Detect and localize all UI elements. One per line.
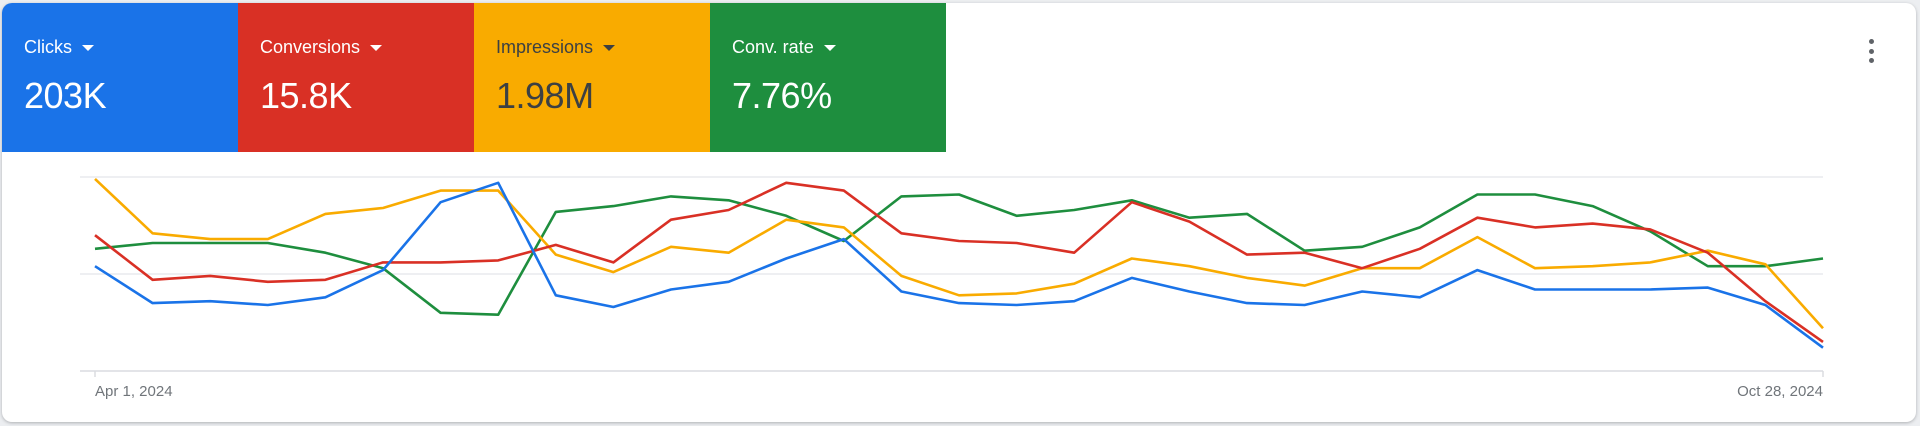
metric-tile-impressions[interactable]: Impressions 1.98M	[474, 3, 710, 152]
metric-tiles: Clicks 203K Conversions 15.8K Impression…	[2, 3, 946, 152]
performance-card: Clicks 203K Conversions 15.8K Impression…	[2, 3, 1916, 422]
metric-tile-conversions[interactable]: Conversions 15.8K	[238, 3, 474, 152]
metric-label: Impressions	[496, 37, 594, 57]
metric-selector[interactable]: Clicks	[24, 36, 238, 58]
metric-selector[interactable]: Impressions	[496, 36, 710, 58]
series-line-conversions	[94, 181, 1824, 343]
metric-value: 1.98M	[496, 75, 594, 116]
dropdown-caret-icon	[823, 45, 836, 51]
dropdown-caret-icon	[370, 45, 383, 51]
metric-label: Clicks	[24, 37, 72, 57]
more-vert-icon[interactable]	[1866, 39, 1876, 63]
metric-label: Conv. rate	[732, 37, 814, 57]
series-line-impressions	[94, 177, 1824, 330]
x-axis-end-label: Oct 28, 2024	[1737, 383, 1823, 400]
series-line-conv-rate	[94, 193, 1824, 317]
x-axis-start-label: Apr 1, 2024	[95, 383, 173, 400]
series-line-clicks	[94, 181, 1824, 349]
metric-value: 15.8K	[260, 75, 352, 116]
dropdown-caret-icon	[82, 45, 94, 51]
metric-selector[interactable]: Conv. rate	[732, 36, 946, 58]
metric-tile-conv-rate[interactable]: Conv. rate 7.76%	[710, 3, 946, 152]
metric-value: 203K	[24, 75, 107, 116]
dropdown-caret-icon	[603, 45, 616, 51]
metric-value: 7.76%	[732, 75, 832, 116]
metric-label: Conversions	[260, 37, 361, 57]
metric-selector[interactable]: Conversions	[260, 36, 474, 58]
metric-tile-clicks[interactable]: Clicks 203K	[2, 3, 238, 152]
